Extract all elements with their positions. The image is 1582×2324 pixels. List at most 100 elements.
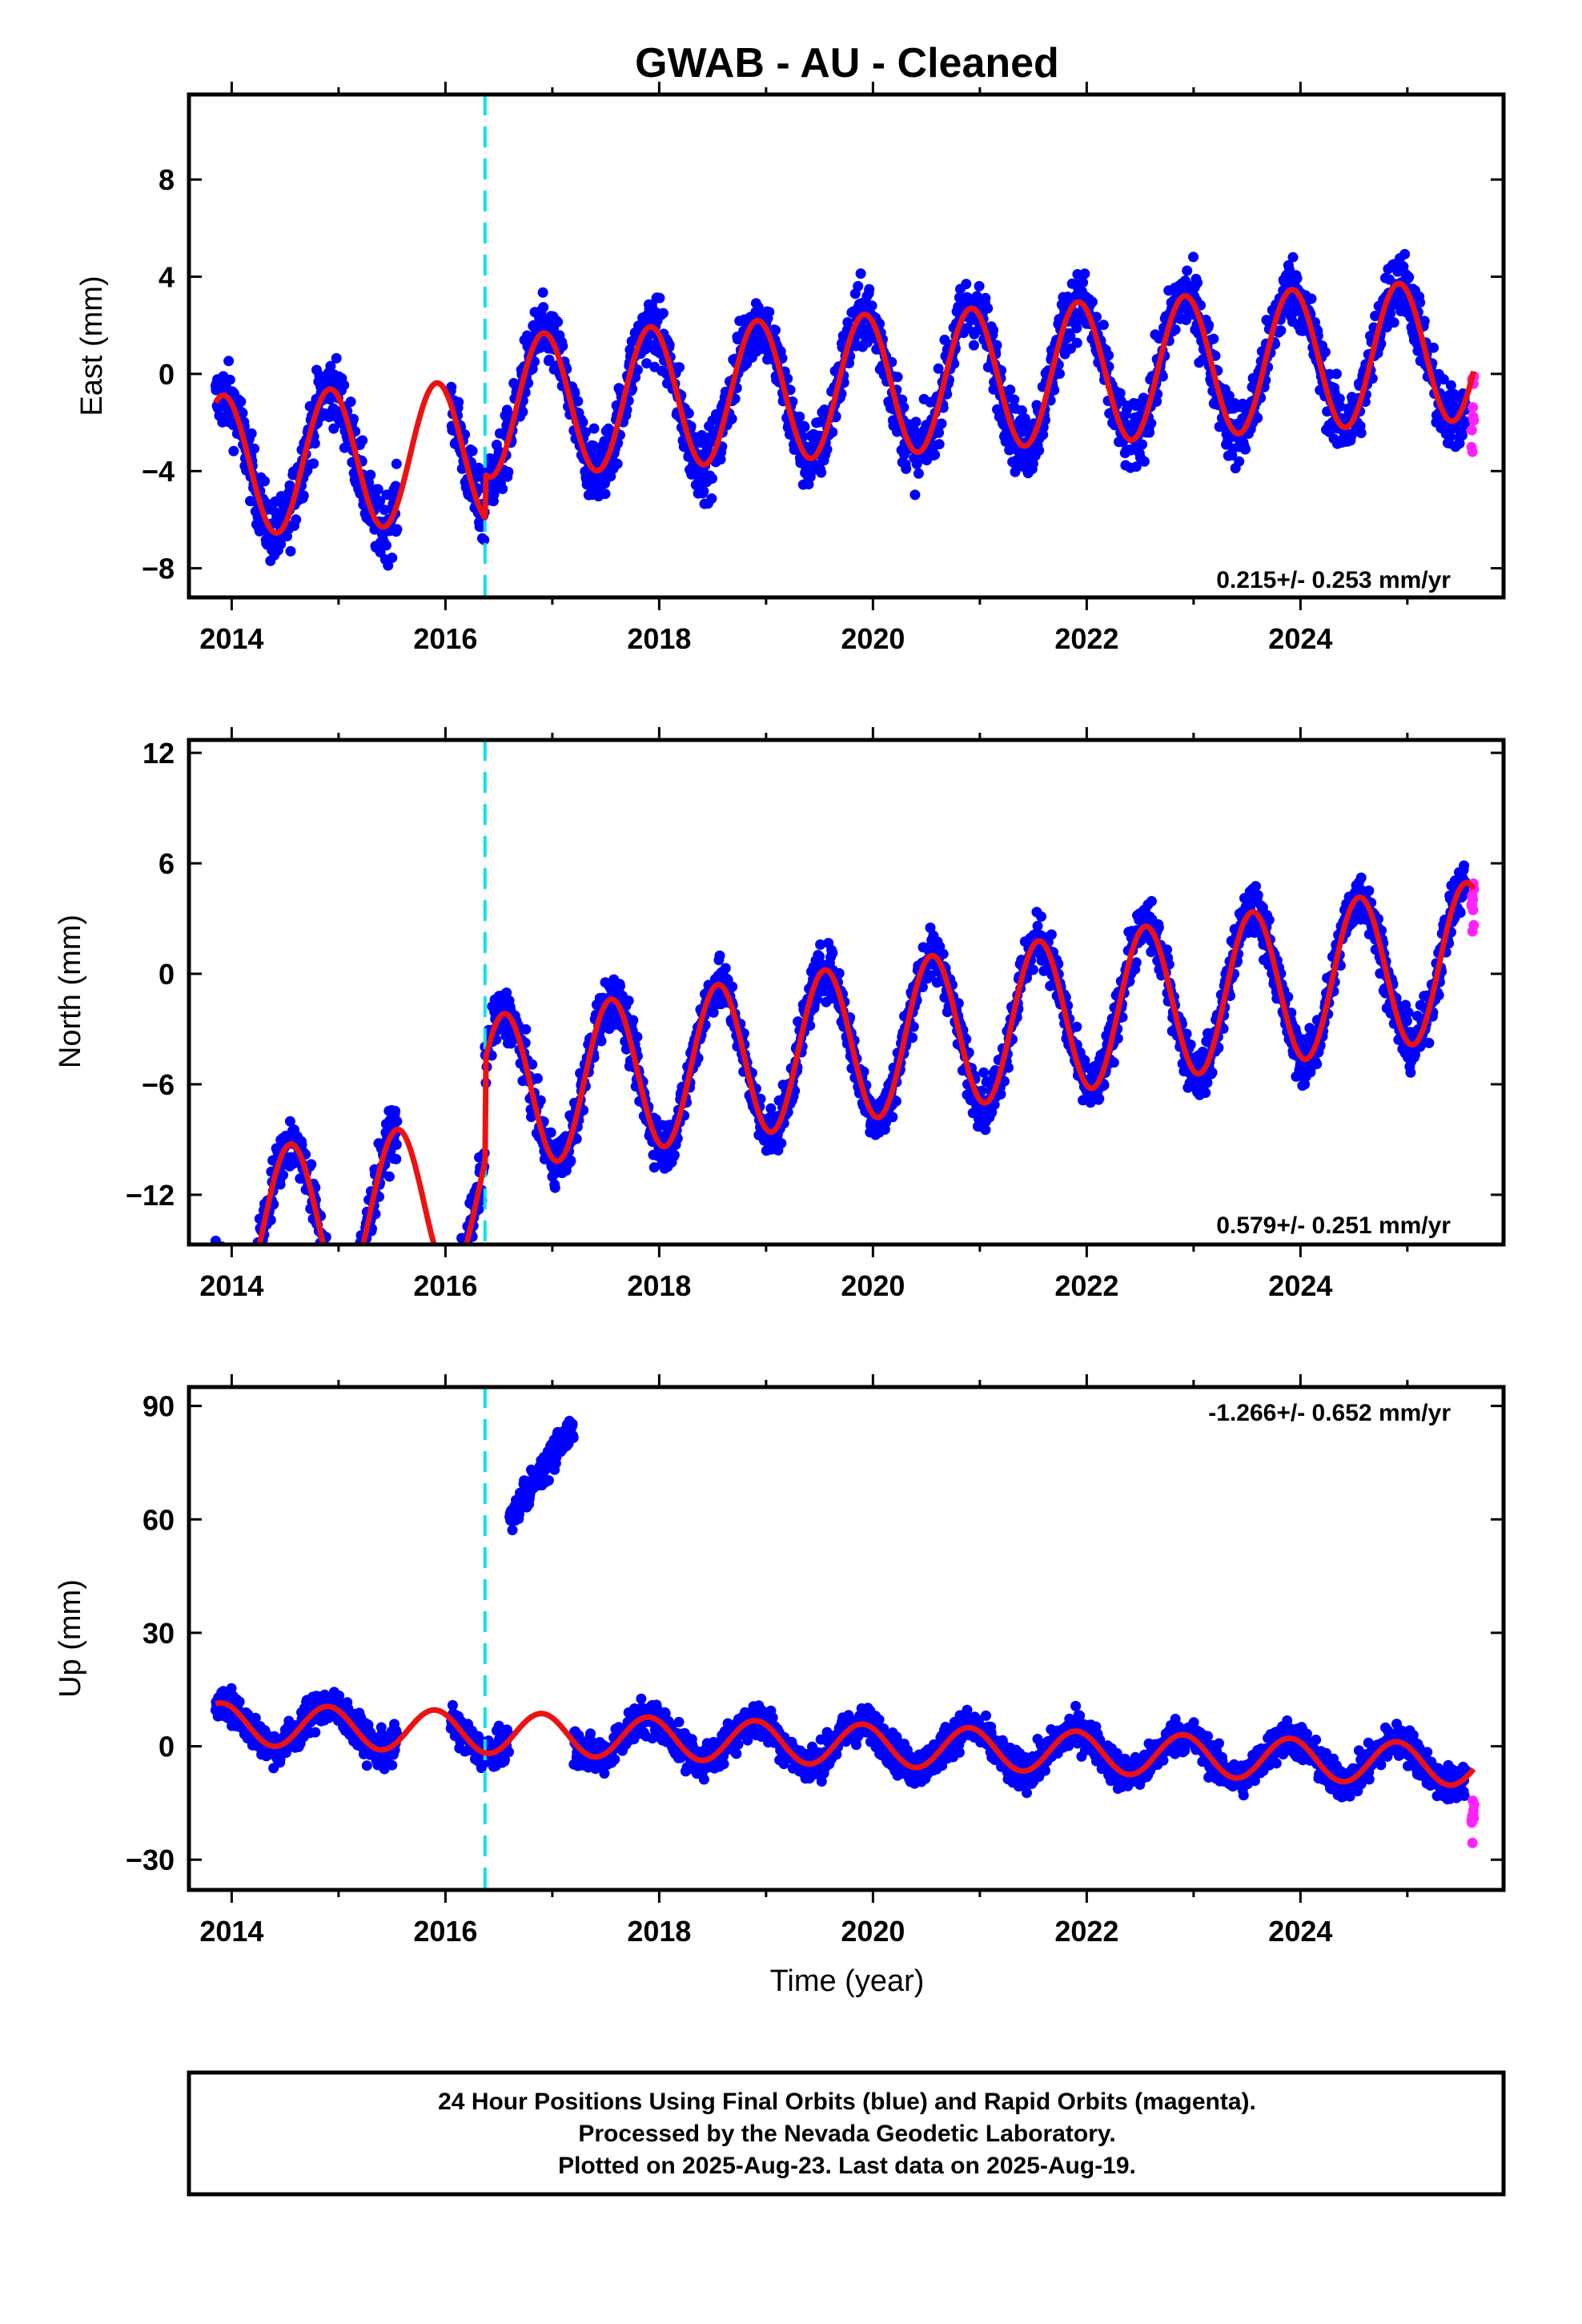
north-final-orbit-point bbox=[235, 1309, 245, 1319]
north-final-orbit-point bbox=[341, 1300, 351, 1310]
north-final-orbit-point bbox=[355, 1246, 366, 1256]
north-final-orbit-point bbox=[978, 1067, 990, 1078]
east-final-orbit-point bbox=[726, 413, 737, 424]
east-final-orbit-point bbox=[1157, 371, 1168, 382]
east-final-orbit-point bbox=[930, 449, 941, 460]
north-final-orbit-point bbox=[1046, 929, 1057, 940]
north-final-orbit-point bbox=[342, 1286, 352, 1297]
east-final-orbit-point bbox=[1144, 427, 1155, 438]
north-final-orbit-point bbox=[256, 1246, 267, 1256]
east-final-orbit-point bbox=[898, 402, 909, 413]
north-final-orbit-point bbox=[317, 1252, 327, 1263]
north-final-orbit-point bbox=[320, 1266, 331, 1277]
east-final-orbit-point bbox=[1445, 380, 1456, 391]
east-final-orbit-point bbox=[1086, 296, 1098, 308]
east-final-orbit-point bbox=[1114, 388, 1126, 399]
east-final-orbit-point bbox=[517, 406, 528, 417]
east-xtick-label: 2014 bbox=[199, 622, 263, 655]
north-final-orbit-point bbox=[232, 1306, 243, 1317]
east-final-orbit-point bbox=[933, 363, 944, 374]
north-final-orbit-point bbox=[325, 1264, 335, 1274]
east-final-orbit-point bbox=[909, 489, 921, 501]
east-final-orbit-point bbox=[1065, 331, 1076, 342]
east-final-orbit-point bbox=[853, 280, 864, 292]
east-final-orbit-point bbox=[1240, 444, 1251, 455]
east-final-orbit-point bbox=[1038, 429, 1049, 440]
east-final-orbit-point bbox=[372, 484, 383, 495]
north-final-orbit-point bbox=[336, 1306, 347, 1317]
east-final-orbit-point bbox=[503, 466, 514, 477]
north-final-orbit-point bbox=[549, 1182, 560, 1193]
north-final-orbit-point bbox=[346, 1280, 356, 1290]
east-final-orbit-point bbox=[1138, 456, 1150, 467]
north-final-orbit-point bbox=[351, 1262, 362, 1273]
east-final-orbit-point bbox=[1403, 271, 1415, 283]
east-final-orbit-point bbox=[387, 553, 398, 563]
east-final-orbit-point bbox=[1275, 325, 1287, 336]
north-final-orbit-point bbox=[247, 1260, 257, 1270]
east-final-orbit-point bbox=[224, 374, 235, 385]
north-final-orbit-point bbox=[251, 1256, 261, 1266]
east-final-orbit-point bbox=[1054, 368, 1065, 380]
north-final-orbit-point bbox=[532, 1073, 543, 1084]
east-final-orbit-point bbox=[479, 534, 490, 545]
north-final-orbit-point bbox=[323, 1247, 333, 1257]
north-final-orbit-point bbox=[327, 1264, 337, 1274]
north-final-orbit-point bbox=[464, 1252, 474, 1263]
north-final-orbit-point bbox=[251, 1254, 261, 1265]
east-xtick-label: 2016 bbox=[413, 622, 477, 655]
north-final-orbit-point bbox=[325, 1289, 335, 1299]
east-final-orbit-point bbox=[375, 496, 386, 507]
north-final-orbit-point bbox=[252, 1252, 263, 1262]
north-final-orbit-point bbox=[333, 1291, 343, 1301]
east-model-curve bbox=[213, 280, 1476, 537]
east-final-orbit-point bbox=[988, 324, 998, 336]
north-final-orbit-point bbox=[342, 1280, 352, 1290]
north-final-orbit-point bbox=[353, 1247, 363, 1257]
north-final-orbit-point bbox=[246, 1256, 256, 1266]
east-final-orbit-point bbox=[974, 280, 985, 292]
north-final-orbit-point bbox=[229, 1305, 239, 1316]
north-final-orbit-point bbox=[1263, 915, 1275, 926]
north-final-orbit-point bbox=[340, 1299, 351, 1309]
east-final-orbit-point bbox=[246, 428, 257, 439]
north-final-orbit-point bbox=[343, 1285, 354, 1296]
east-final-orbit-point bbox=[1388, 317, 1399, 328]
east-final-orbit-point bbox=[657, 308, 669, 319]
east-final-orbit-point bbox=[328, 423, 339, 434]
east-final-orbit-point bbox=[1334, 393, 1345, 404]
north-final-orbit-point bbox=[1094, 1093, 1105, 1104]
east-final-orbit-point bbox=[706, 493, 717, 505]
north-final-orbit-point bbox=[323, 1279, 333, 1289]
east-final-orbit-point bbox=[1027, 458, 1038, 469]
east-final-orbit-point bbox=[1170, 324, 1181, 336]
east-final-orbit-point bbox=[1306, 293, 1317, 304]
north-final-orbit-point bbox=[212, 1250, 223, 1261]
north-final-orbit-point bbox=[347, 1275, 358, 1285]
north-final-orbit-points bbox=[210, 860, 1472, 1319]
east-final-orbit-point bbox=[962, 323, 973, 334]
north-final-orbit-point bbox=[257, 1248, 267, 1258]
north-final-orbit-point bbox=[229, 1309, 239, 1319]
east-final-orbit-point bbox=[572, 396, 584, 407]
north-final-orbit-point bbox=[632, 1031, 643, 1043]
north-final-orbit-point bbox=[306, 1159, 317, 1170]
east-final-orbit-point bbox=[544, 354, 555, 365]
east-final-orbit-point bbox=[1071, 337, 1082, 348]
north-final-orbit-point bbox=[320, 1248, 331, 1259]
east-final-orbit-point bbox=[1419, 316, 1430, 327]
north-final-orbit-point bbox=[1108, 1057, 1119, 1068]
east-final-orbit-point bbox=[1460, 416, 1472, 428]
east-rapid-orbit-point bbox=[1468, 415, 1480, 426]
north-final-orbit-point bbox=[1032, 920, 1043, 931]
north-final-orbit-point bbox=[349, 1285, 359, 1295]
north-final-orbit-point bbox=[336, 1266, 347, 1277]
east-final-orbit-point bbox=[228, 445, 239, 456]
north-final-orbit-point bbox=[345, 1266, 355, 1277]
north-final-orbit-point bbox=[324, 1268, 335, 1278]
north-final-orbit-point bbox=[720, 963, 731, 974]
north-final-orbit-point bbox=[1071, 1021, 1082, 1032]
east-final-orbit-point bbox=[1103, 350, 1114, 361]
